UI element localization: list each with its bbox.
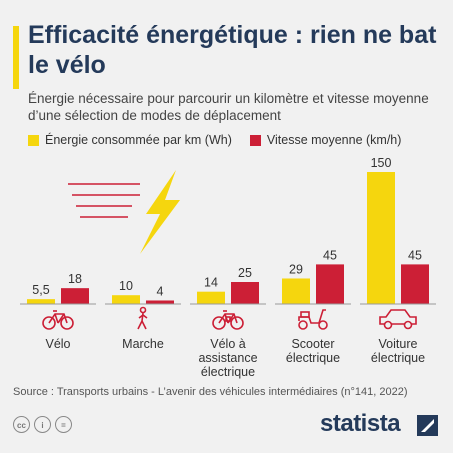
data-label-energy: 10 xyxy=(119,279,133,293)
data-label-energy: 5,5 xyxy=(32,283,49,297)
source-note: Source : Transports urbains - L’avenir d… xyxy=(13,386,408,398)
license-icons: cc i = xyxy=(13,416,72,433)
category-icons-layer xyxy=(42,306,417,330)
category-labels-layer: Vélo Marche Vélo à assistance électrique Scoo… xyxy=(45,337,425,379)
data-label-speed: 18 xyxy=(68,272,82,286)
category-label: Vélo à assistance électrique xyxy=(198,337,257,379)
title-accent-bar xyxy=(13,26,19,89)
bicycle-icon xyxy=(42,310,74,330)
data-label-speed: 25 xyxy=(238,266,252,280)
info-icon[interactable]: i xyxy=(34,416,51,433)
legend-item-energy: Énergie consommée par km (Wh) xyxy=(28,133,232,147)
bar-energy xyxy=(27,299,55,304)
bar-speed xyxy=(316,264,344,304)
chart-title: Efficacité énergétique : rien ne bat le … xyxy=(28,21,437,79)
bar-energy xyxy=(367,172,395,304)
brand-mark-glyph xyxy=(421,419,434,432)
bar-speed xyxy=(146,300,174,304)
data-label-speed: 4 xyxy=(157,284,164,298)
legend-label-speed: Vitesse moyenne (km/h) xyxy=(266,133,402,147)
data-label-energy: 29 xyxy=(289,262,303,276)
brand-logo[interactable]: statista xyxy=(320,410,401,437)
chart-legend: Énergie consommée par km (Wh) Vitesse mo… xyxy=(28,133,448,147)
legend-label-energy: Énergie consommée par km (Wh) xyxy=(45,133,232,147)
category-label: Marche xyxy=(122,337,164,351)
category-label: Vélo xyxy=(45,337,70,351)
bar-energy xyxy=(112,295,140,304)
legend-swatch-energy xyxy=(28,134,39,146)
car-icon xyxy=(379,309,417,330)
legend-item-speed: Vitesse moyenne (km/h) xyxy=(249,133,402,147)
lightning-illustration xyxy=(68,170,180,254)
bar-speed xyxy=(401,264,429,304)
data-label-energy: 150 xyxy=(371,156,392,170)
category-label: Voiture électrique xyxy=(371,337,425,365)
walker-icon xyxy=(137,306,148,330)
bar-energy xyxy=(197,291,225,304)
cc-icon[interactable]: cc xyxy=(13,416,30,433)
lightning-bolt-icon xyxy=(140,170,180,254)
bars-layer: 5,5 18 10 4 14 25 29 45 150 45 xyxy=(20,156,436,305)
chart-subtitle: Énergie nécessaire pour parcourir un kil… xyxy=(28,91,429,123)
data-label-speed: 45 xyxy=(408,248,422,262)
bar-energy xyxy=(282,278,310,304)
data-label-speed: 45 xyxy=(323,248,337,262)
brand-mark-icon xyxy=(417,415,438,436)
equals-icon[interactable]: = xyxy=(55,416,72,433)
data-label-energy: 14 xyxy=(204,276,218,290)
bar-speed xyxy=(61,288,89,304)
category-label: Scooter électrique xyxy=(286,337,340,365)
scooter-icon xyxy=(298,309,328,330)
ebike-icon xyxy=(212,310,244,330)
legend-swatch-speed xyxy=(249,134,261,146)
bar-speed xyxy=(231,282,259,304)
